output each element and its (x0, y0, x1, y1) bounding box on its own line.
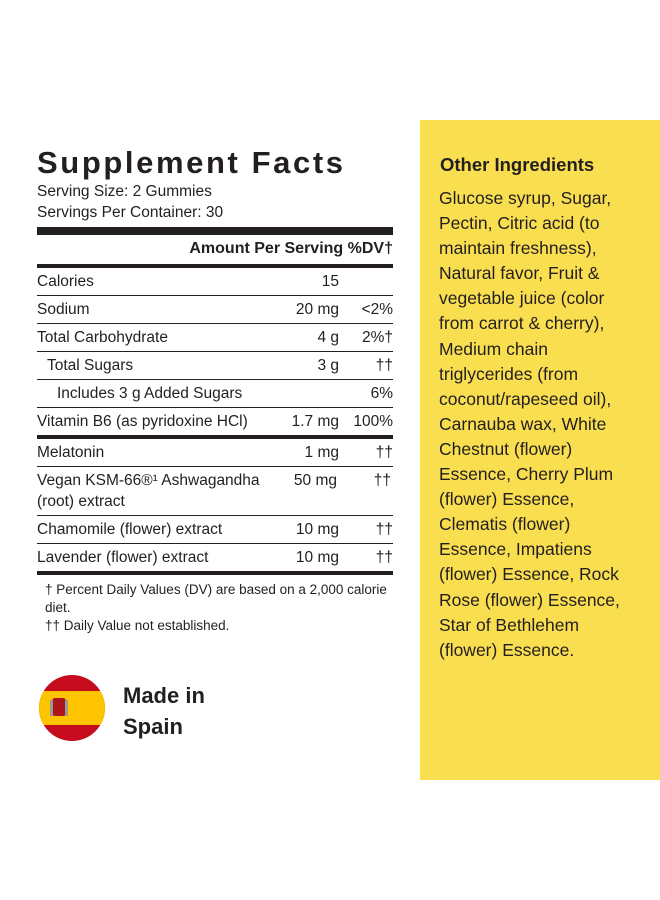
servings-per-container: Servings Per Container: 30 (37, 204, 224, 221)
fact-name: Total Carbohydrate (37, 329, 168, 346)
fact-row: Total Carbohydrate 4 g 2%† (37, 324, 393, 352)
fact-row: Lavender (flower) extract 10 mg †† (37, 544, 393, 571)
footnote: †† Daily Value not established. (45, 618, 230, 633)
fact-amount: 10 mg (295, 549, 339, 566)
ingredient-line: (flower) Essence, Rock (439, 564, 619, 585)
fact-row: Includes 3 g Added Sugars 6% (37, 380, 393, 408)
fact-name: Melatonin (37, 444, 105, 461)
fact-dv: †† (375, 549, 393, 566)
fact-amount: 10 mg (295, 521, 339, 538)
fact-dv (343, 271, 393, 292)
fact-row: Total Sugars 3 g †† (37, 352, 393, 380)
fact-row: Calories 15 (37, 268, 393, 296)
made-in: Made in Spain (123, 680, 205, 742)
origin-line: Made in (123, 683, 205, 708)
ingredient-line: Rose (flower) Essence, (439, 589, 620, 610)
fact-amount: 4 g (317, 329, 339, 346)
ingredient-line: Star of Bethlehem (439, 614, 580, 635)
ingredient-line: Pectin, Citric acid (to (439, 213, 600, 234)
fact-dv: †† (373, 472, 391, 489)
ingredient-line: Clematis (flower) (439, 514, 571, 535)
divider (37, 227, 393, 235)
fact-amount: 3 g (317, 357, 339, 374)
ingredient-line: Essence, Cherry Plum (439, 464, 614, 485)
fact-amount: 1 mg (304, 444, 339, 461)
ingredient-line: from carrot & cherry), (439, 313, 605, 334)
fact-dv: †† (375, 521, 393, 538)
supplement-facts: Supplement Facts Serving Size: 2 Gummies… (37, 145, 393, 635)
ingredient-line: maintain freshness), (439, 238, 597, 259)
fact-amount: 1.7 mg (291, 413, 339, 430)
divider (37, 435, 393, 439)
ingredient-line: Glucose syrup, Sugar, (439, 188, 612, 208)
fact-dv: 100% (353, 413, 393, 430)
fact-row: Vitamin B6 (as pyridoxine HCl) 1.7 mg 100% (37, 408, 393, 435)
ingredient-line: (flower) Essence. (439, 639, 575, 660)
fact-name: Vegan KSM-66®¹ Ashwagandha (root) extrac… (37, 472, 260, 510)
other-ingredients-text: Glucose syrup, Sugar, Pectin, Citric acid… (439, 186, 620, 663)
fact-name: Sodium (37, 301, 90, 318)
dv-header: %DV† (347, 240, 393, 257)
origin-line: Spain (123, 714, 183, 739)
fact-name: Chamomile (flower) extract (37, 521, 223, 538)
footnotes: † Percent Daily Values (DV) are based on… (37, 581, 393, 635)
fact-name: Vitamin B6 (as pyridoxine HCl) (37, 413, 248, 430)
ingredient-line: coconut/rapeseed oil), (439, 388, 612, 409)
fact-row: Chamomile (flower) extract 10 mg †† (37, 516, 393, 544)
fact-name: Calories (37, 273, 94, 290)
footnote: † Percent Daily Values (DV) are based on… (45, 582, 387, 615)
fact-name: Lavender (flower) extract (37, 549, 209, 566)
fact-dv: 6% (370, 385, 393, 402)
ingredient-line: Chestnut (flower) (439, 438, 573, 459)
fact-row: Melatonin 1 mg †† (37, 439, 393, 467)
fact-dv: †† (375, 357, 393, 374)
fact-row: Vegan KSM-66®¹ Ashwagandha (root) extrac… (37, 467, 393, 516)
ingredient-line: Essence, Impatiens (439, 539, 592, 560)
ingredient-line: Medium chain (439, 338, 548, 359)
fact-row: Sodium 20 mg <2% (37, 296, 393, 324)
divider (37, 571, 393, 575)
spain-flag (39, 675, 105, 741)
amount-header: Amount Per Serving (189, 240, 344, 257)
fact-amount: 20 mg (295, 301, 339, 318)
fact-amount: 15 (321, 273, 339, 290)
fact-name: Includes 3 g Added Sugars (57, 385, 243, 402)
serving-size: Serving Size: 2 Gummies (37, 183, 212, 200)
ingredient-line: triglycerides (from (439, 363, 579, 384)
other-ingredients-title: Other Ingredients (440, 154, 595, 175)
ingredient-line: Natural favor, Fruit & (439, 263, 600, 284)
facts-title: Supplement Facts (37, 145, 346, 180)
fact-dv: <2% (361, 301, 393, 318)
nutrient-rows: Calories 15 Sodium 20 mg <2% Total Carbohydra… (37, 268, 393, 435)
fact-name: Total Sugars (47, 357, 134, 374)
fact-amount (269, 383, 343, 404)
fact-amount: 50 mg (293, 472, 337, 489)
other-ingredients-panel: Other Ingredients Glucose syrup, Sugar, P… (420, 120, 660, 780)
fact-dv: 2%† (361, 329, 393, 346)
ingredient-rows: Melatonin 1 mg †† Vegan KSM-66®¹ Ashwagandh… (37, 439, 393, 571)
divider (37, 264, 393, 268)
ingredient-line: (flower) Essence, (439, 489, 575, 510)
ingredient-line: vegetable juice (color (439, 288, 605, 309)
table-header: Amount Per Serving %DV† (37, 235, 393, 264)
fact-dv: †† (375, 444, 393, 461)
ingredient-line: Carnauba wax, White (439, 413, 607, 434)
